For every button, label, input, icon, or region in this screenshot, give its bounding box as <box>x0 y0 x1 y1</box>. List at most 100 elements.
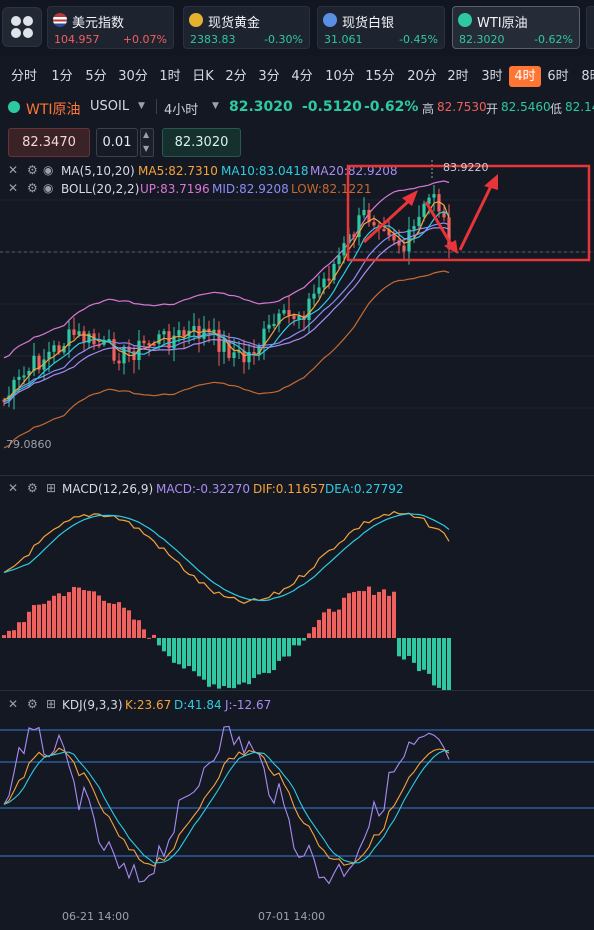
tab-timeframe-active[interactable]: 4时 <box>509 66 541 87</box>
candle-body <box>392 235 396 241</box>
tab-timeframe[interactable]: 分时 <box>10 69 37 84</box>
tab-timeframe[interactable]: 5分 <box>85 69 107 84</box>
symbol-name[interactable]: WTI原油 <box>26 102 81 118</box>
macd-bar <box>142 629 146 638</box>
macd-bar <box>112 603 116 638</box>
gear-icon[interactable]: ⚙ <box>27 697 38 711</box>
macd-bar <box>72 586 76 638</box>
symbol-code[interactable]: USOIL <box>90 99 130 114</box>
d-value: D:41.84 <box>174 698 222 712</box>
macd-bar <box>272 638 276 671</box>
tab-timeframe[interactable]: 6时 <box>547 69 569 84</box>
eye-icon[interactable]: ◉ <box>43 163 54 177</box>
macd-bar <box>382 589 386 638</box>
dif-value: DIF:0.11657 <box>253 482 326 496</box>
quote-name: 美元指数 <box>72 16 125 31</box>
candle-body <box>372 222 376 226</box>
macd-bar <box>352 592 356 638</box>
gold-icon <box>189 13 203 27</box>
eye-icon[interactable]: ◉ <box>43 181 54 195</box>
sell-price-button[interactable]: 82.3470 <box>8 128 90 157</box>
candle-body <box>57 345 61 353</box>
chevron-down-icon[interactable]: ▼ <box>143 144 150 153</box>
macd-bar <box>2 635 6 638</box>
close-icon[interactable]: ✕ <box>8 697 19 711</box>
candle-body <box>162 331 166 335</box>
macd-bar <box>397 638 401 657</box>
chevron-up-icon[interactable]: ▲ <box>143 130 150 139</box>
candlestick-chart[interactable]: 83.9220 79.0860 <box>0 160 594 472</box>
tab-timeframe[interactable]: 1分 <box>51 69 73 84</box>
candle-body <box>287 310 291 316</box>
tab-timeframe[interactable]: 15分 <box>365 69 395 84</box>
price-mark-high: 83.9220 <box>443 161 489 174</box>
price-change-pct: -0.62% <box>364 99 419 115</box>
kdj-lines <box>3 725 450 885</box>
tab-timeframe[interactable]: 1时 <box>159 69 181 84</box>
kdj-chart[interactable] <box>0 712 594 912</box>
period-selector[interactable]: 4小时 <box>164 103 199 118</box>
quote-card-next[interactable] <box>586 6 594 49</box>
tab-timeframe[interactable]: 4分 <box>291 69 313 84</box>
candle-body <box>342 243 346 256</box>
gear-icon[interactable]: ⚙ <box>27 481 38 495</box>
timeframe-tabs: 分时 1分 5分 30分 1时 日K 2分 3分 4分 10分 15分 20分 … <box>0 62 594 90</box>
quote-card-gold[interactable]: 现货黄金 2383.83 -0.30% <box>183 6 310 49</box>
lot-stepper[interactable]: ▲ ▼ <box>140 128 154 157</box>
candle-body <box>72 329 76 335</box>
menu-icon[interactable] <box>2 7 42 47</box>
buy-price-button[interactable]: 82.3020 <box>162 128 241 157</box>
tab-timeframe[interactable]: 2时 <box>447 69 469 84</box>
close-icon[interactable]: ✕ <box>8 481 19 495</box>
macd-bar <box>77 587 81 638</box>
ma10-line <box>3 210 450 403</box>
close-icon[interactable]: ✕ <box>8 163 19 177</box>
boll-lines <box>3 180 450 449</box>
quote-change: -0.45% <box>399 33 438 46</box>
tab-timeframe[interactable]: 日K <box>192 69 214 84</box>
macd-bar <box>127 610 131 638</box>
candle-body <box>337 255 341 264</box>
macd-bar <box>67 592 71 638</box>
macd-bar <box>232 638 236 689</box>
macd-histogram <box>2 586 451 690</box>
ma-name: MA(5,10,20) <box>61 164 135 178</box>
macd-bar <box>177 638 181 665</box>
candle-body <box>412 226 416 230</box>
add-indicator-icon[interactable]: ⊞ <box>46 697 57 711</box>
quote-price: 31.061 <box>324 33 363 46</box>
add-indicator-icon[interactable]: ⊞ <box>46 481 57 495</box>
candle-body <box>357 215 361 238</box>
macd-chart[interactable] <box>0 498 594 690</box>
candle-body <box>352 234 356 238</box>
macd-bar <box>187 638 191 667</box>
macd-bar <box>297 638 301 646</box>
boll-legend: ✕ ⚙ ◉ BOLL(20,2,2) UP:83.7196 MID:82.920… <box>0 180 594 198</box>
macd-bar <box>7 630 11 638</box>
tab-timeframe[interactable]: 8时 <box>581 69 594 84</box>
tab-timeframe[interactable]: 10分 <box>325 69 355 84</box>
macd-bar <box>292 638 296 646</box>
tab-timeframe[interactable]: 20分 <box>407 69 437 84</box>
candle-body <box>127 346 131 352</box>
lot-size-input[interactable]: 0.01 <box>96 128 138 157</box>
candle-body <box>272 323 276 326</box>
dea-value: DEA:0.27792 <box>325 482 404 496</box>
close-icon[interactable]: ✕ <box>8 181 19 195</box>
macd-bar <box>372 594 376 638</box>
quote-price: 2383.83 <box>190 33 236 46</box>
quote-card-dxy[interactable]: 美元指数 104.957 +0.07% <box>47 6 174 49</box>
quote-card-silver[interactable]: 现货白银 31.061 -0.45% <box>317 6 445 49</box>
macd-bar <box>247 638 251 685</box>
candle-body <box>402 245 406 252</box>
chevron-down-icon[interactable]: ▼ <box>138 101 145 111</box>
tab-timeframe[interactable]: 3时 <box>481 69 503 84</box>
gear-icon[interactable]: ⚙ <box>27 181 38 195</box>
candle-body <box>247 352 251 363</box>
tab-timeframe[interactable]: 2分 <box>225 69 247 84</box>
quote-card-wti[interactable]: WTI原油 82.3020 -0.62% <box>452 6 580 49</box>
chevron-down-icon[interactable]: ▼ <box>212 101 219 111</box>
tab-timeframe[interactable]: 3分 <box>258 69 280 84</box>
gear-icon[interactable]: ⚙ <box>27 163 38 177</box>
tab-timeframe[interactable]: 30分 <box>118 69 148 84</box>
